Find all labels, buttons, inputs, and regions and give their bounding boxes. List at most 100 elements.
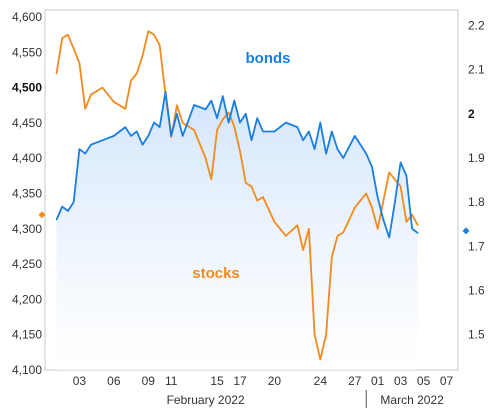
stocks-point [73,48,75,50]
bonds-point [101,139,103,141]
bonds-point [400,161,402,163]
bonds-point [222,95,224,97]
bonds-point [417,232,419,234]
x-tick-label: 27 [348,374,362,388]
stocks-point [285,235,287,237]
bonds-point [319,122,321,124]
stocks-point [101,87,103,89]
bonds-point [182,135,184,137]
stocks-point [216,129,218,131]
stocks-point [228,111,230,113]
left-tick-label: 4,350 [12,187,42,201]
stocks-point [245,182,247,184]
bonds-point [124,126,126,128]
bonds-point [205,108,207,110]
right-tick-label: 2 [468,107,475,121]
stocks-point [336,235,339,237]
bonds-point [170,135,172,137]
stocks-point [164,94,167,96]
x-tick-label: 11 [165,374,178,388]
stocks-point [124,108,126,110]
x-tick-label: 03 [394,374,408,388]
stocks-point [176,104,178,106]
bonds-point [354,135,356,137]
stocks-point [141,55,144,57]
stocks-point [377,228,379,230]
left-tick-label: 4,100 [12,363,42,377]
bonds-point [90,144,92,146]
stocks-point [193,129,195,131]
right-tick-label: 2.1 [468,63,485,77]
left-axis-ticks: 4,100 4,150 4,200 4,250 4,300 4,350 4,400 4,450… [12,10,42,377]
stocks-point [84,108,86,110]
stocks-point [400,185,402,188]
bonds-point [405,175,407,177]
stocks-point [325,334,327,336]
month-label: March 2022 [380,393,444,407]
right-tick-label: 1.7 [468,239,485,253]
bonds-point [262,130,264,133]
x-tick-label: 20 [268,374,282,388]
stocks-point [147,30,149,32]
stocks-label: stocks [192,265,240,282]
bonds-point [176,113,178,115]
left-tick-label: 4,200 [12,292,42,306]
bonds-point [273,130,275,133]
stocks-point [67,34,69,36]
x-tick-label: 01 [371,374,385,388]
stocks-point [262,196,264,198]
series-annotations: bonds stocks [192,50,290,282]
bonds-point [314,148,316,150]
stocks-point [78,62,80,64]
bonds-point [67,210,69,212]
stocks-point [233,125,235,128]
stocks-point [159,44,161,46]
bonds-point [371,166,373,168]
month-labels: February 2022 March 2022 [167,390,444,408]
bonds-point [55,219,58,221]
x-tick-label: 06 [107,374,121,388]
x-tick-label: 24 [314,374,328,388]
bonds-point [336,148,339,150]
stocks-point [394,178,396,180]
x-tick-label: 03 [73,374,87,388]
bonds-point [331,130,333,133]
bonds-point [308,130,310,133]
stocks-point [170,136,172,138]
bonds-point [136,130,138,133]
stocks-point [273,221,275,223]
left-tick-label: 4,300 [12,222,42,236]
x-tick-label: 07 [440,374,454,388]
stocks-point [411,214,413,216]
stocks-point [365,192,367,195]
stocks-point [222,118,224,120]
bonds-point [256,117,258,119]
bonds-point [245,113,247,115]
bonds-point [285,122,287,124]
stocks-point [405,221,407,223]
bonds-label: bonds [246,50,291,67]
stocks-point [354,207,356,209]
left-tick-label: 4,600 [12,10,42,24]
bonds-point [250,139,253,141]
bonds-point [84,153,86,155]
bonds-point [164,91,167,93]
stocks-point [55,72,58,75]
left-tick-label: 4,400 [12,151,42,165]
stocks-point [130,80,132,82]
right-tick-label: 1.9 [468,151,485,165]
left-tick-label: 4,450 [12,116,42,130]
bonds-axis-marker [462,227,470,235]
bonds-point [365,153,367,155]
stocks-point [239,150,241,152]
bonds-point [78,148,80,150]
bonds-point [153,122,155,124]
stocks-point [314,334,316,336]
left-tick-label: 4,250 [12,257,42,271]
stocks-point [331,256,333,258]
month-label: February 2022 [167,393,245,407]
bonds-point [233,100,235,102]
stocks-axis-marker [38,211,46,219]
right-tick-label: 1.6 [468,283,485,297]
stocks-point [205,157,207,159]
